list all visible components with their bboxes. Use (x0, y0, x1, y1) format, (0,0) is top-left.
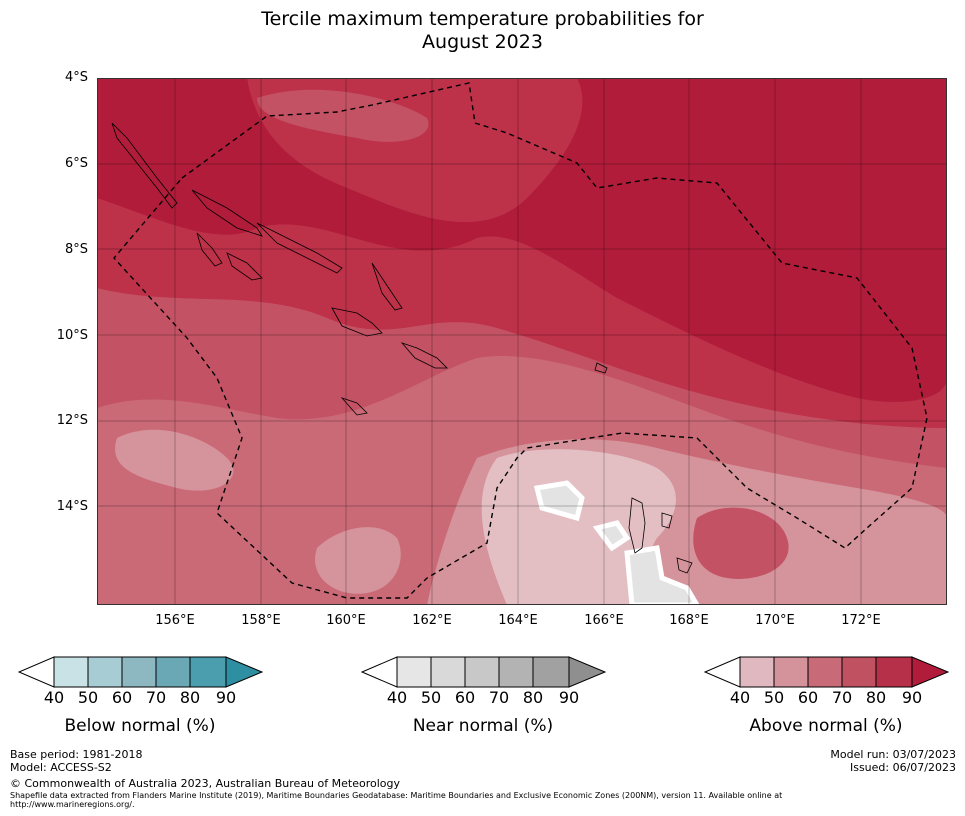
near-swatch-60-70 (464, 656, 500, 688)
graticule (97, 78, 947, 605)
near-swatch-50-60 (430, 656, 466, 688)
lat-label-8s: 8°S (64, 242, 88, 257)
lat-label-10s: 10°S (56, 328, 88, 343)
below-swatch-40-50 (53, 656, 89, 688)
lon-label-168e: 168°E (669, 613, 709, 628)
lat-label-14s: 14°S (56, 499, 88, 514)
near-normal-patch-2 (592, 520, 631, 552)
title-line-2: August 2023 (422, 31, 543, 53)
shapefile-credit-line-2: http://www.marineregions.org/. (10, 800, 135, 809)
below-swatch-60-70 (121, 656, 157, 688)
above-swatch-70-80 (841, 656, 877, 688)
near-swatch-70-80 (498, 656, 534, 688)
near-tick-80: 80 (522, 688, 544, 707)
near-extend-low (361, 656, 398, 688)
above-tick-60: 60 (797, 688, 819, 707)
near-normal-patch-1 (533, 480, 585, 522)
near-extend-high (568, 656, 607, 688)
lon-label-158e: 158°E (241, 613, 281, 628)
above-swatch-60-70 (807, 656, 843, 688)
above-tick-40: 40 (729, 688, 751, 707)
lon-label-170e: 170°E (755, 613, 795, 628)
eez-boundary (113, 82, 928, 599)
issued-text: Issued: 06/07/2023 (849, 761, 956, 774)
near-normal-label: Near normal (%) (412, 716, 554, 736)
map-frame (97, 78, 947, 605)
lon-label-162e: 162°E (412, 613, 452, 628)
lon-label-156e: 156°E (155, 613, 195, 628)
above-swatch-40-50 (739, 656, 775, 688)
copyright-text: © Commonwealth of Australia 2023, Austra… (10, 777, 400, 790)
colorbar-below-normal (18, 656, 264, 688)
below-tick-60: 60 (111, 688, 133, 707)
above-extend-low (704, 656, 741, 688)
above-extend-high (911, 656, 950, 688)
above-70-patch-north (257, 89, 429, 142)
above-swatch-50-60 (773, 656, 809, 688)
near-tick-50: 50 (420, 688, 442, 707)
near-tick-90: 90 (558, 688, 580, 707)
title-line-1: Tercile maximum temperature probabilitie… (261, 8, 704, 30)
near-swatch-40-50 (396, 656, 432, 688)
lon-label-160e: 160°E (326, 613, 366, 628)
model-text: Model: ACCESS-S2 (10, 761, 112, 774)
lat-label-6s: 6°S (64, 156, 88, 171)
map-title: Tercile maximum temperature probabilitie… (0, 8, 965, 54)
near-tick-60: 60 (454, 688, 476, 707)
above-swatch-80-90 (875, 656, 913, 688)
above-50-patch-west (115, 429, 234, 491)
lon-label-166e: 166°E (584, 613, 624, 628)
below-extend-low (18, 656, 55, 688)
above-tick-80: 80 (865, 688, 887, 707)
probability-map (97, 78, 947, 605)
lon-label-172e: 172°E (841, 613, 881, 628)
below-normal-label: Below normal (%) (64, 716, 216, 736)
base-period-text: Base period: 1981-2018 (10, 748, 143, 761)
below-tick-70: 70 (145, 688, 167, 707)
colorbar-above-normal (704, 656, 950, 688)
coastlines (111, 122, 693, 574)
below-swatch-50-60 (87, 656, 123, 688)
near-tick-40: 40 (386, 688, 408, 707)
colorbar-near-normal (361, 656, 607, 688)
model-run-text: Model run: 03/07/2023 (830, 748, 956, 761)
above-normal-label: Above normal (%) (749, 716, 903, 736)
lon-label-164e: 164°E (498, 613, 538, 628)
above-70-patch-east (693, 507, 789, 579)
shapefile-credit-line-1: Shapefile data extracted from Flanders M… (10, 791, 783, 800)
lat-label-4s: 4°S (64, 70, 88, 85)
above-tick-90: 90 (901, 688, 923, 707)
below-swatch-80-90 (189, 656, 227, 688)
below-swatch-70-80 (155, 656, 191, 688)
above-tick-70: 70 (831, 688, 853, 707)
near-tick-70: 70 (488, 688, 510, 707)
near-swatch-80-90 (532, 656, 570, 688)
below-tick-80: 80 (179, 688, 201, 707)
below-tick-90: 90 (215, 688, 237, 707)
above-50-patch-southwest (315, 527, 401, 594)
above-tick-50: 50 (763, 688, 785, 707)
lat-label-12s: 12°S (56, 413, 88, 428)
below-tick-50: 50 (77, 688, 99, 707)
below-extend-high (225, 656, 264, 688)
below-tick-40: 40 (43, 688, 65, 707)
near-normal-patch-3 (624, 545, 700, 605)
